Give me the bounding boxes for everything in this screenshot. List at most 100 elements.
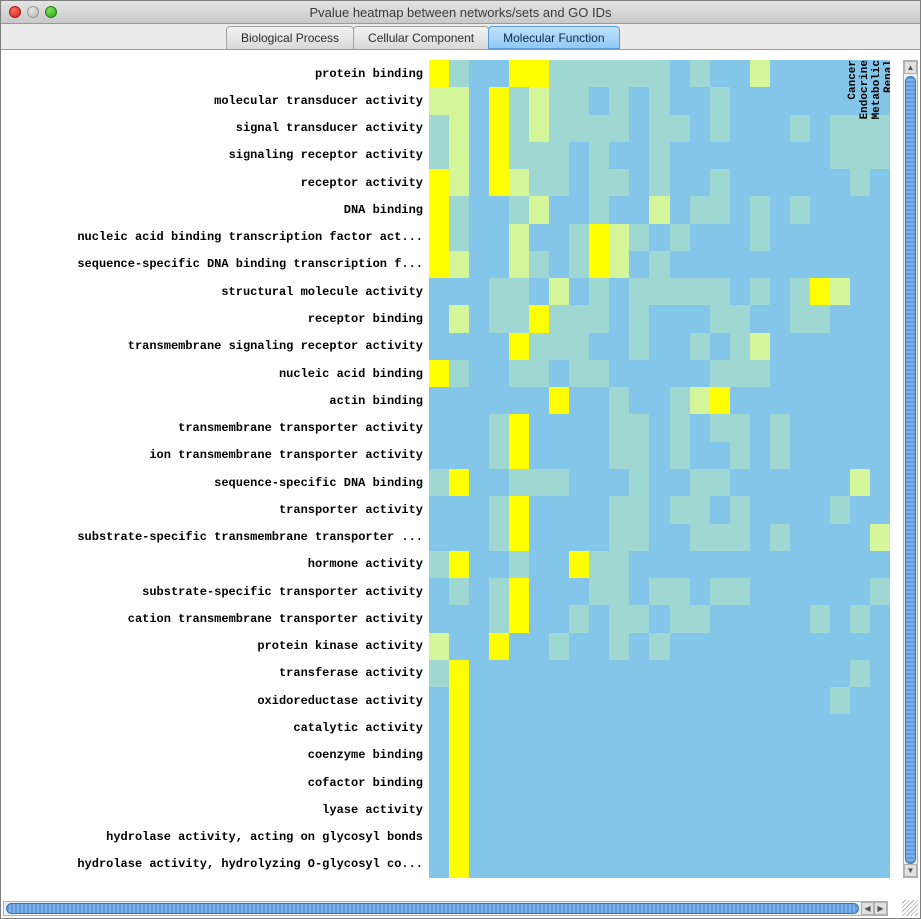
heatmap-cell[interactable]	[670, 687, 690, 714]
heatmap-cell[interactable]	[670, 442, 690, 469]
heatmap-cell[interactable]	[469, 660, 489, 687]
heatmap-cell[interactable]	[710, 578, 730, 605]
heatmap-cell[interactable]	[850, 633, 870, 660]
heatmap-cell[interactable]	[670, 87, 690, 114]
heatmap-cell[interactable]	[589, 796, 609, 823]
heatmap-cell[interactable]	[429, 687, 449, 714]
heatmap-cell[interactable]	[649, 414, 669, 441]
heatmap-cell[interactable]	[670, 387, 690, 414]
heatmap-cell[interactable]	[649, 524, 669, 551]
heatmap-cell[interactable]	[730, 551, 750, 578]
heatmap-cell[interactable]	[770, 305, 790, 332]
heatmap-cell[interactable]	[569, 551, 589, 578]
heatmap-cell[interactable]	[810, 551, 830, 578]
heatmap-cell[interactable]	[790, 360, 810, 387]
heatmap-cell[interactable]	[750, 278, 770, 305]
heatmap-cell[interactable]	[489, 333, 509, 360]
heatmap-cell[interactable]	[549, 578, 569, 605]
heatmap-cell[interactable]	[629, 823, 649, 850]
heatmap-cell[interactable]	[589, 742, 609, 769]
heatmap-cell[interactable]	[830, 578, 850, 605]
heatmap-cell[interactable]	[489, 60, 509, 87]
heatmap-cell[interactable]	[670, 796, 690, 823]
heatmap-cell[interactable]	[549, 142, 569, 169]
heatmap-cell[interactable]	[549, 796, 569, 823]
heatmap-cell[interactable]	[589, 414, 609, 441]
heatmap-cell[interactable]	[850, 442, 870, 469]
heatmap-cell[interactable]	[629, 414, 649, 441]
heatmap-cell[interactable]	[670, 769, 690, 796]
heatmap-cell[interactable]	[429, 87, 449, 114]
heatmap-cell[interactable]	[730, 169, 750, 196]
horizontal-scrollbar[interactable]: ◀ ▶	[3, 901, 888, 916]
heatmap-cell[interactable]	[750, 387, 770, 414]
heatmap-cell[interactable]	[710, 142, 730, 169]
heatmap-cell[interactable]	[569, 578, 589, 605]
heatmap-cell[interactable]	[569, 251, 589, 278]
heatmap-cell[interactable]	[589, 578, 609, 605]
heatmap-cell[interactable]	[489, 633, 509, 660]
heatmap-cell[interactable]	[710, 387, 730, 414]
heatmap-cell[interactable]	[850, 660, 870, 687]
heatmap-cell[interactable]	[690, 387, 710, 414]
heatmap-cell[interactable]	[790, 305, 810, 332]
heatmap-cell[interactable]	[629, 742, 649, 769]
heatmap-cell[interactable]	[870, 387, 890, 414]
heatmap-cell[interactable]	[529, 142, 549, 169]
heatmap-cell[interactable]	[429, 769, 449, 796]
heatmap-cell[interactable]	[629, 87, 649, 114]
heatmap-cell[interactable]	[529, 196, 549, 223]
heatmap-cell[interactable]	[730, 605, 750, 632]
heatmap-cell[interactable]	[489, 142, 509, 169]
heatmap-cell[interactable]	[549, 169, 569, 196]
heatmap-cell[interactable]	[449, 796, 469, 823]
heatmap-cell[interactable]	[569, 224, 589, 251]
heatmap-cell[interactable]	[710, 524, 730, 551]
heatmap-cell[interactable]	[569, 169, 589, 196]
heatmap-cell[interactable]	[830, 605, 850, 632]
heatmap-cell[interactable]	[850, 551, 870, 578]
heatmap-cell[interactable]	[429, 796, 449, 823]
heatmap-cell[interactable]	[690, 524, 710, 551]
heatmap-cell[interactable]	[690, 660, 710, 687]
heatmap-cell[interactable]	[509, 687, 529, 714]
heatmap-cell[interactable]	[469, 633, 489, 660]
heatmap-cell[interactable]	[609, 851, 629, 878]
heatmap-cell[interactable]	[609, 169, 629, 196]
heatmap-cell[interactable]	[870, 769, 890, 796]
heatmap-cell[interactable]	[529, 87, 549, 114]
heatmap-cell[interactable]	[850, 524, 870, 551]
heatmap-cell[interactable]	[489, 251, 509, 278]
heatmap-cell[interactable]	[609, 496, 629, 523]
scroll-right-icon[interactable]: ▶	[874, 902, 887, 915]
heatmap-cell[interactable]	[690, 823, 710, 850]
heatmap-cell[interactable]	[449, 633, 469, 660]
heatmap-cell[interactable]	[730, 360, 750, 387]
heatmap-cell[interactable]	[870, 633, 890, 660]
heatmap-cell[interactable]	[870, 823, 890, 850]
heatmap-cell[interactable]	[730, 387, 750, 414]
heatmap-cell[interactable]	[449, 414, 469, 441]
heatmap-cell[interactable]	[770, 360, 790, 387]
heatmap-cell[interactable]	[649, 605, 669, 632]
heatmap-cell[interactable]	[790, 633, 810, 660]
heatmap-cell[interactable]	[569, 333, 589, 360]
heatmap-cell[interactable]	[770, 633, 790, 660]
heatmap-cell[interactable]	[810, 769, 830, 796]
heatmap-cell[interactable]	[529, 224, 549, 251]
heatmap-cell[interactable]	[770, 714, 790, 741]
heatmap-cell[interactable]	[649, 551, 669, 578]
heatmap-cell[interactable]	[730, 115, 750, 142]
heatmap-cell[interactable]	[750, 224, 770, 251]
heatmap-cell[interactable]	[509, 196, 529, 223]
heatmap-cell[interactable]	[750, 551, 770, 578]
heatmap-cell[interactable]	[589, 360, 609, 387]
heatmap-cell[interactable]	[649, 87, 669, 114]
heatmap-cell[interactable]	[509, 551, 529, 578]
heatmap-cell[interactable]	[509, 251, 529, 278]
heatmap-cell[interactable]	[589, 305, 609, 332]
heatmap-cell[interactable]	[730, 333, 750, 360]
heatmap-cell[interactable]	[629, 305, 649, 332]
heatmap-cell[interactable]	[569, 142, 589, 169]
heatmap-cell[interactable]	[509, 769, 529, 796]
